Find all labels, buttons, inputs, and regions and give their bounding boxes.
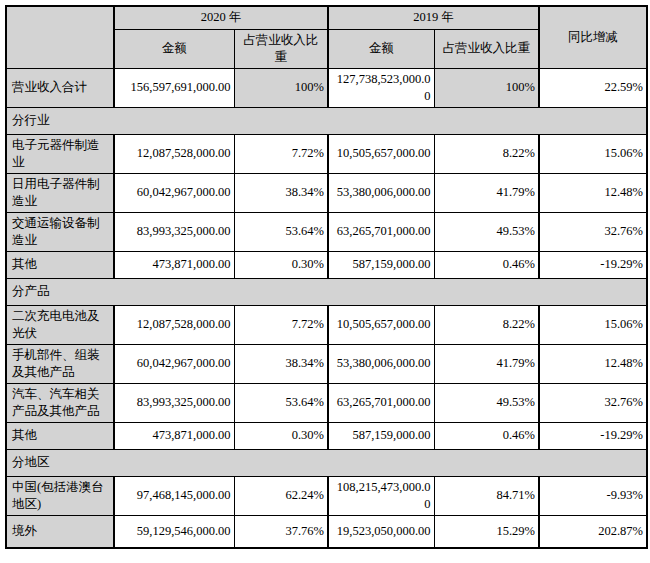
ratio-2020-cell: 53.64%: [234, 383, 328, 422]
ratio-2019-cell: 0.46%: [434, 422, 539, 449]
section-row: 分地区: [6, 449, 647, 476]
table-row: 其他473,871,000.000.30%587,159,000.000.46%…: [6, 251, 647, 278]
row-label: 境外: [6, 515, 114, 548]
amount-2020-cell: 97,468,145,000.00: [114, 476, 234, 515]
ratio-2020-cell: 0.30%: [234, 251, 328, 278]
row-label: 中国(包括港澳台地区): [6, 476, 114, 515]
yoy-cell: 202.87%: [539, 515, 647, 548]
row-label: 营业收入合计: [6, 68, 114, 107]
table-row: 二次充电电池及光伏12,087,528,000.007.72%10,505,65…: [6, 305, 647, 344]
table-row: 电子元器件制造业12,087,528,000.007.72%10,505,657…: [6, 134, 647, 173]
ratio-2020-cell: 38.34%: [234, 173, 328, 212]
ratio-2020-cell: 62.24%: [234, 476, 328, 515]
ratio-2020-cell: 53.64%: [234, 212, 328, 251]
amount-2019-cell: 19,523,050,000.00: [328, 515, 434, 548]
yoy-cell: 22.59%: [539, 68, 647, 107]
ratio-2019-cell: 8.22%: [434, 305, 539, 344]
table-row: 其他473,871,000.000.30%587,159,000.000.46%…: [6, 422, 647, 449]
ratio-2019-cell: 41.79%: [434, 173, 539, 212]
header-yoy-change: 同比增减: [539, 6, 647, 68]
section-header-label: 分行业: [6, 107, 647, 134]
amount-2019-cell: 53,380,006,000.00: [328, 173, 434, 212]
revenue-breakdown-table: 2020 年 2019 年 同比增减 金额 占营业收入比重 金额 占营业收入比重…: [5, 5, 648, 549]
amount-2019-cell: 587,159,000.00: [328, 422, 434, 449]
amount-2020-cell: 473,871,000.00: [114, 422, 234, 449]
row-label: 交通运输设备制造业: [6, 212, 114, 251]
row-label: 其他: [6, 422, 114, 449]
header-amount-2019: 金额: [328, 29, 434, 68]
section-row: 分行业: [6, 107, 647, 134]
table-header: 2020 年 2019 年 同比增减 金额 占营业收入比重 金额 占营业收入比重: [6, 6, 647, 68]
row-label: 日用电子器件制造业: [6, 173, 114, 212]
row-label: 电子元器件制造业: [6, 134, 114, 173]
ratio-2019-cell: 100%: [434, 68, 539, 107]
ratio-2020-cell: 38.34%: [234, 344, 328, 383]
table-row: 交通运输设备制造业83,993,325,000.0053.64%63,265,7…: [6, 212, 647, 251]
amount-2020-cell: 12,087,528,000.00: [114, 305, 234, 344]
ratio-2019-cell: 49.53%: [434, 212, 539, 251]
amount-2020-cell: 473,871,000.00: [114, 251, 234, 278]
header-ratio-2019: 占营业收入比重: [434, 29, 539, 68]
row-label: 手机部件、组装及其他产品: [6, 344, 114, 383]
yoy-cell: 15.06%: [539, 134, 647, 173]
row-label: 其他: [6, 251, 114, 278]
yoy-cell: -9.93%: [539, 476, 647, 515]
table-row: 中国(包括港澳台地区)97,468,145,000.0062.24%108,21…: [6, 476, 647, 515]
amount-2020-cell: 83,993,325,000.00: [114, 383, 234, 422]
corner-cell: [6, 6, 114, 68]
table-body: 营业收入合计156,597,691,000.00100%127,738,523,…: [6, 68, 647, 548]
ratio-2019-cell: 41.79%: [434, 344, 539, 383]
amount-2019-cell: 127,738,523,000.00: [328, 68, 434, 107]
ratio-2019-cell: 49.53%: [434, 383, 539, 422]
header-row-years: 2020 年 2019 年 同比增减: [6, 6, 647, 29]
ratio-2019-cell: 0.46%: [434, 251, 539, 278]
table-row: 营业收入合计156,597,691,000.00100%127,738,523,…: [6, 68, 647, 107]
yoy-cell: 32.76%: [539, 383, 647, 422]
amount-2020-cell: 60,042,967,000.00: [114, 173, 234, 212]
amount-2019-cell: 63,265,701,000.00: [328, 383, 434, 422]
yoy-cell: 15.06%: [539, 305, 647, 344]
amount-2019-cell: 63,265,701,000.00: [328, 212, 434, 251]
ratio-2019-cell: 15.29%: [434, 515, 539, 548]
amount-2020-cell: 60,042,967,000.00: [114, 344, 234, 383]
ratio-2019-cell: 8.22%: [434, 134, 539, 173]
amount-2020-cell: 59,129,546,000.00: [114, 515, 234, 548]
header-amount-2020: 金额: [114, 29, 234, 68]
amount-2019-cell: 587,159,000.00: [328, 251, 434, 278]
yoy-cell: 12.48%: [539, 173, 647, 212]
table-row: 日用电子器件制造业60,042,967,000.0038.34%53,380,0…: [6, 173, 647, 212]
section-header-label: 分产品: [6, 278, 647, 305]
ratio-2020-cell: 7.72%: [234, 134, 328, 173]
table-row: 手机部件、组装及其他产品60,042,967,000.0038.34%53,38…: [6, 344, 647, 383]
amount-2019-cell: 10,505,657,000.00: [328, 134, 434, 173]
yoy-cell: -19.29%: [539, 422, 647, 449]
row-label: 汽车、汽车相关产品及其他产品: [6, 383, 114, 422]
amount-2019-cell: 10,505,657,000.00: [328, 305, 434, 344]
ratio-2019-cell: 84.71%: [434, 476, 539, 515]
header-year-2020: 2020 年: [114, 6, 328, 29]
yoy-cell: 12.48%: [539, 344, 647, 383]
section-row: 分产品: [6, 278, 647, 305]
ratio-2020-cell: 100%: [234, 68, 328, 107]
ratio-2020-cell: 7.72%: [234, 305, 328, 344]
report-page: 2020 年 2019 年 同比增减 金额 占营业收入比重 金额 占营业收入比重…: [0, 0, 650, 555]
table-row: 境外59,129,546,000.0037.76%19,523,050,000.…: [6, 515, 647, 548]
yoy-cell: -19.29%: [539, 251, 647, 278]
section-header-label: 分地区: [6, 449, 647, 476]
yoy-cell: 32.76%: [539, 212, 647, 251]
header-ratio-2020: 占营业收入比重: [234, 29, 328, 68]
row-label: 二次充电电池及光伏: [6, 305, 114, 344]
amount-2019-cell: 108,215,473,000.00: [328, 476, 434, 515]
ratio-2020-cell: 0.30%: [234, 422, 328, 449]
amount-2020-cell: 12,087,528,000.00: [114, 134, 234, 173]
table-row: 汽车、汽车相关产品及其他产品83,993,325,000.0053.64%63,…: [6, 383, 647, 422]
ratio-2020-cell: 37.76%: [234, 515, 328, 548]
amount-2020-cell: 83,993,325,000.00: [114, 212, 234, 251]
amount-2019-cell: 53,380,006,000.00: [328, 344, 434, 383]
header-year-2019: 2019 年: [328, 6, 539, 29]
amount-2020-cell: 156,597,691,000.00: [114, 68, 234, 107]
